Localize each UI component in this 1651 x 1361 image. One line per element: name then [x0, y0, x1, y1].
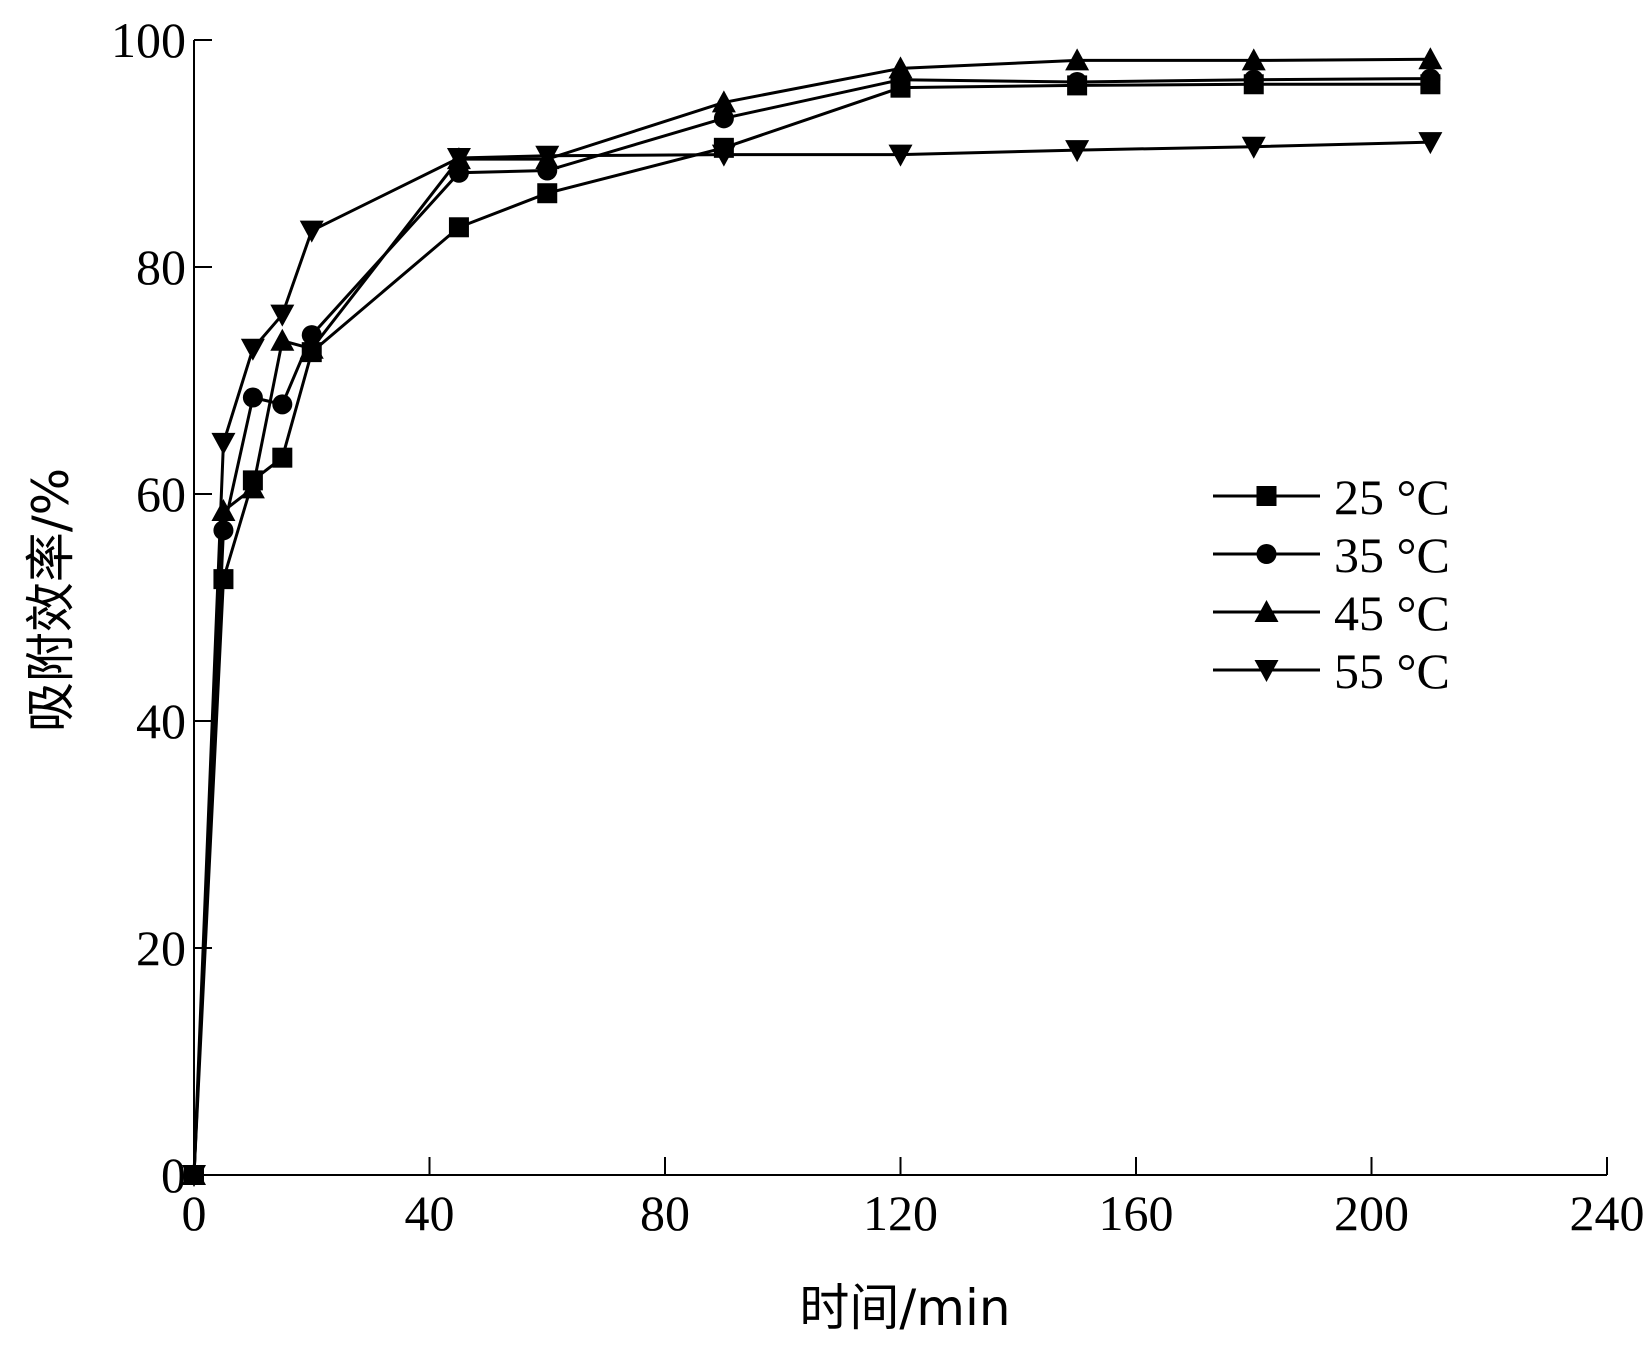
legend-item: 25 °C: [1213, 469, 1450, 525]
data-point: [272, 447, 293, 468]
data-point: [711, 144, 736, 167]
data-point: [1418, 47, 1443, 70]
x-tick-label: 240: [1570, 1185, 1645, 1241]
data-point: [1420, 68, 1441, 89]
y-tick-label: 100: [111, 12, 186, 68]
y-tick-label: 0: [161, 1147, 186, 1203]
data-point: [888, 144, 913, 167]
legend: 25 °C35 °C45 °C55 °C: [1213, 469, 1450, 699]
data-point: [1065, 140, 1090, 163]
data-point: [888, 56, 913, 79]
legend-marker: [1254, 600, 1279, 622]
legend-label: 35 °C: [1334, 527, 1450, 583]
x-tick-label: 40: [405, 1185, 455, 1241]
data-point: [299, 336, 324, 359]
x-axis-title: 时间/min: [799, 1279, 1010, 1337]
legend-label: 25 °C: [1334, 469, 1450, 525]
y-tick-label: 80: [136, 239, 186, 295]
data-point: [1243, 69, 1264, 90]
x-tick-label: 80: [640, 1185, 690, 1241]
series-line: [192, 57, 1431, 1176]
legend-marker: [1256, 486, 1277, 506]
data-point: [535, 145, 560, 168]
series-line: [192, 77, 1431, 1176]
data-point: [272, 394, 293, 415]
data-point: [211, 499, 236, 522]
series-layer: [182, 47, 1443, 1187]
data-point: [299, 220, 324, 243]
legend-marker: [1254, 660, 1279, 682]
x-tick-label: 160: [1099, 1185, 1174, 1241]
data-point: [270, 304, 295, 327]
series-3: [182, 132, 1443, 1187]
data-point: [446, 148, 471, 171]
data-point: [242, 387, 263, 408]
series-line: [192, 140, 1431, 1176]
data-point: [211, 432, 236, 455]
data-point: [270, 328, 295, 351]
x-tick-label: 120: [863, 1185, 938, 1241]
y-tick-label: 40: [136, 693, 186, 749]
data-point: [1418, 132, 1443, 155]
data-point: [1241, 136, 1266, 159]
data-point: [1065, 48, 1090, 71]
x-tick-label: 200: [1334, 1185, 1409, 1241]
series-line: [192, 82, 1431, 1176]
legend-item: 45 °C: [1213, 585, 1450, 641]
data-point: [240, 476, 265, 499]
legend-label: 55 °C: [1334, 643, 1450, 699]
legend-item: 35 °C: [1213, 527, 1450, 583]
series-2: [182, 47, 1443, 1185]
x-tick-label: 0: [182, 1185, 207, 1241]
data-point: [713, 108, 734, 129]
legend-marker: [1256, 544, 1277, 564]
data-point: [182, 1165, 206, 1187]
data-point: [1067, 71, 1088, 92]
data-point: [711, 90, 736, 113]
axes: 0 40 80 120 160 200 240 0 20 40 60 80 100: [111, 12, 1645, 1241]
data-point: [537, 183, 558, 204]
data-point: [1241, 48, 1266, 71]
legend-label: 45 °C: [1334, 585, 1450, 641]
y-tick-label: 20: [136, 920, 186, 976]
legend-item: 55 °C: [1213, 643, 1450, 699]
data-point: [448, 217, 469, 238]
y-tick-label: 60: [136, 466, 186, 522]
y-axis-title: 吸附效率/%: [22, 468, 80, 732]
series-0: [184, 74, 1441, 1185]
data-point: [240, 338, 265, 361]
series-1: [184, 68, 1441, 1185]
